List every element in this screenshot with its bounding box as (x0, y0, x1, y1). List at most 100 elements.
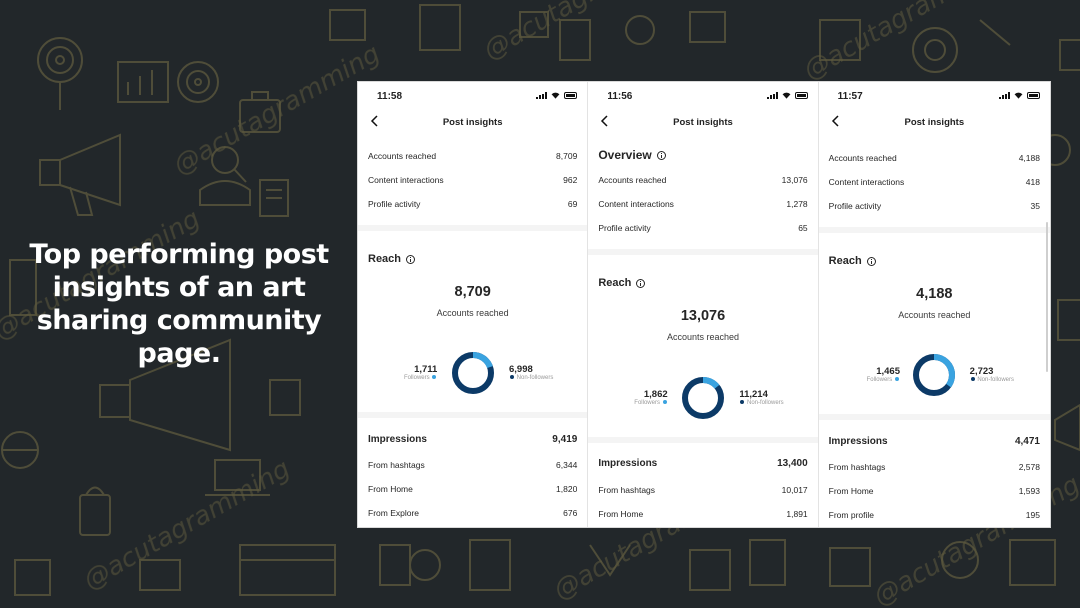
impressions-header: Impressions 13,400 (598, 458, 807, 469)
overview-section-title: Overview (598, 148, 666, 162)
battery-icon (1026, 92, 1040, 99)
impressions-total: 9,419 (552, 434, 578, 445)
non-followers-legend: 2,723 Non-followers (970, 366, 1014, 383)
battery-icon (564, 92, 578, 99)
metric-value: 1,278 (786, 199, 808, 209)
impressions-header: Impressions 4,471 (829, 436, 1040, 447)
reach-section-title: Reach (829, 255, 876, 267)
reach-total-label: Accounts reached (436, 308, 509, 318)
impressions-row: From hashtags 10,017 (598, 485, 807, 499)
overview-row[interactable]: Profile activity 69 (368, 199, 577, 213)
status-time: 11:58 (377, 91, 403, 102)
svg-text:@acutagramming: @acutagramming (479, 0, 696, 66)
non-followers-count: 11,214 (739, 389, 768, 400)
metric-value: 13,076 (781, 175, 808, 185)
followers-count: 1,711 (414, 364, 438, 375)
svg-text:@acutagramming: @acutagramming (799, 0, 1016, 86)
metric-value: 418 (1025, 177, 1040, 187)
followers-label: Followers (866, 377, 893, 383)
reach-donut-chart (681, 377, 724, 419)
nav-bar: Post insights (588, 112, 817, 134)
metric-label: Content interactions (368, 175, 444, 185)
info-icon[interactable] (866, 256, 876, 266)
impressions-total: 13,400 (777, 458, 808, 469)
impressions-title: Impressions (828, 436, 888, 447)
impressions-title: Impressions (368, 434, 427, 445)
reach-title: Reach (598, 277, 632, 289)
signal-icon (766, 92, 778, 99)
status-time: 11:57 (837, 91, 863, 102)
back-arrow-icon[interactable] (829, 114, 843, 128)
source-label: From hashtags (368, 460, 425, 470)
info-icon[interactable] (636, 278, 646, 288)
reach-total-label: Accounts reached (898, 310, 971, 320)
followers-count: 1,862 (643, 389, 668, 400)
followers-label: Followers (403, 375, 430, 381)
metric-value: 8,709 (556, 151, 578, 161)
non-followers-dot-icon (510, 375, 514, 380)
reach-title: Reach (368, 253, 402, 265)
non-followers-label: Non-followers (977, 377, 1015, 383)
source-value: 676 (563, 508, 578, 518)
info-icon[interactable] (406, 254, 416, 264)
nav-title: Post insights (673, 117, 733, 128)
info-icon[interactable] (656, 150, 666, 160)
reach-donut-chart (451, 352, 494, 394)
non-followers-count: 6,998 (509, 364, 533, 375)
non-followers-dot-icon (740, 400, 745, 405)
source-value: 6,344 (556, 460, 578, 470)
metric-value: 65 (798, 223, 808, 233)
non-followers-legend: 6,998 Non-followers (509, 364, 553, 381)
overview-row[interactable]: Content interactions 962 (368, 175, 577, 189)
followers-legend: 1,465 Followers (867, 366, 900, 383)
source-label: From hashtags (598, 485, 656, 495)
source-label: From Home (828, 486, 874, 496)
overview-row[interactable]: Content interactions 418 (829, 177, 1040, 191)
overview-row[interactable]: Content interactions 1,278 (598, 199, 807, 213)
overview-row[interactable]: Accounts reached 4,188 (829, 153, 1040, 167)
section-divider (358, 412, 588, 418)
metric-label: Content interactions (598, 199, 674, 209)
followers-arc (913, 354, 956, 396)
impressions-row: From Home 1,891 (598, 509, 807, 523)
followers-dot-icon (894, 377, 899, 382)
back-arrow-icon[interactable] (368, 114, 382, 128)
followers-legend: 1,862 Followers (634, 389, 667, 406)
wifi-icon (1014, 92, 1023, 99)
overview-row[interactable]: Profile activity 65 (598, 223, 807, 237)
overview-row[interactable]: Accounts reached 13,076 (598, 175, 807, 189)
overview-row[interactable]: Profile activity 35 (829, 201, 1040, 215)
section-divider (358, 225, 588, 231)
nav-bar: Post insights (819, 112, 1050, 134)
followers-dot-icon (662, 400, 667, 405)
section-divider (588, 249, 818, 255)
non-followers-dot-icon (970, 377, 975, 382)
insights-screens: 11:58 Post insights Accounts reached 8,7… (357, 81, 1051, 528)
metric-label: Profile activity (598, 223, 651, 233)
wifi-icon (551, 92, 560, 99)
nav-title: Post insights (442, 117, 503, 128)
section-divider (818, 227, 1050, 233)
reach-total: 13,076 (680, 308, 726, 324)
followers-arc (451, 352, 494, 394)
reach-title: Reach (828, 255, 862, 267)
metric-value: 4,188 (1018, 153, 1040, 163)
metric-value: 962 (563, 175, 578, 185)
non-followers-label: Non-followers (516, 375, 554, 381)
metric-label: Accounts reached (828, 153, 897, 163)
metric-label: Accounts reached (368, 151, 437, 161)
signal-icon (536, 92, 548, 99)
metric-value: 35 (1030, 201, 1040, 211)
status-bar: 11:56 (588, 82, 817, 108)
signal-icon (998, 92, 1010, 99)
overview-row[interactable]: Accounts reached 8,709 (368, 151, 577, 165)
impressions-row: From profile 195 (829, 510, 1040, 524)
reach-section-title: Reach (368, 253, 416, 265)
nav-title: Post insights (904, 117, 965, 128)
overview-title: Overview (598, 148, 652, 162)
back-arrow-icon[interactable] (598, 114, 612, 128)
scrollbar[interactable] (1045, 222, 1048, 372)
reach-donut-chart (913, 354, 956, 396)
reach-breakdown: 1,711 Followers 6,998 Non-followers (358, 351, 587, 397)
reach-total-label: Accounts reached (666, 332, 740, 342)
